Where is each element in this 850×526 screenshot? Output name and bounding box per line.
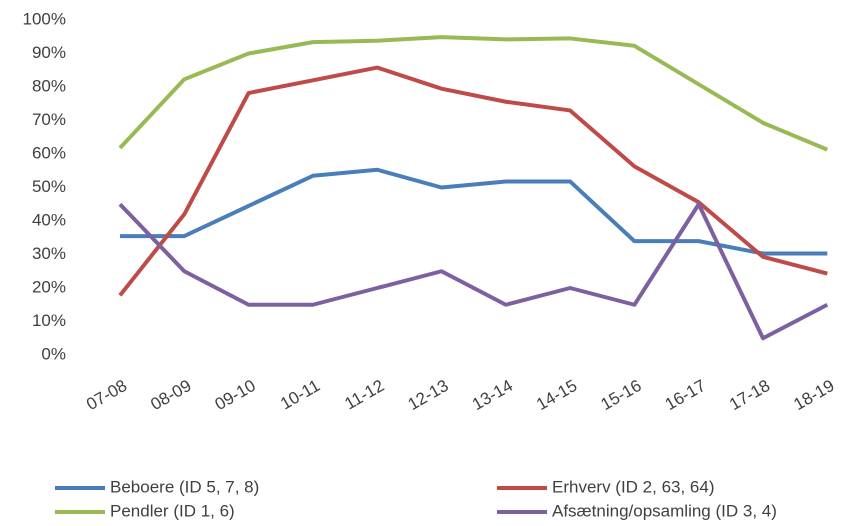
x-tick-label: 13-14 xyxy=(469,376,516,414)
y-tick-label: 80% xyxy=(32,76,66,95)
x-tick-label: 07-08 xyxy=(83,376,130,414)
y-tick-label: 30% xyxy=(32,244,66,263)
series-line xyxy=(118,35,829,152)
legend-label: Afsætning/opsamling (ID 3, 4) xyxy=(552,501,777,520)
x-tick-label: 17-18 xyxy=(726,376,773,414)
legend-label: Pendler (ID 1, 6) xyxy=(110,501,235,520)
y-tick-label: 20% xyxy=(32,277,66,296)
y-tick-label: 50% xyxy=(32,177,66,196)
x-tick-label: 09-10 xyxy=(212,376,259,414)
y-tick-label: 100% xyxy=(23,9,66,28)
x-tick-label: 11-12 xyxy=(341,376,387,414)
y-tick-label: 70% xyxy=(32,110,66,129)
legend-label: Beboere (ID 5, 7, 8) xyxy=(110,477,259,496)
x-tick-label: 15-16 xyxy=(597,376,644,414)
x-tick-label: 16-17 xyxy=(662,376,709,414)
x-tick-label: 12-13 xyxy=(405,376,452,414)
y-tick-label: 40% xyxy=(32,210,66,229)
x-tick-label: 10-11 xyxy=(277,376,323,414)
series-line xyxy=(118,65,828,297)
x-tick-label: 14-15 xyxy=(533,376,580,414)
x-tick-label: 18-19 xyxy=(790,376,837,414)
y-tick-label: 60% xyxy=(32,143,66,162)
legend-label: Erhverv (ID 2, 63, 64) xyxy=(552,477,715,496)
y-tick-label: 10% xyxy=(32,311,66,330)
series-line xyxy=(120,167,828,256)
y-tick-label: 90% xyxy=(32,43,66,62)
series-line xyxy=(118,202,829,341)
x-tick-label: 08-09 xyxy=(147,376,194,414)
y-tick-label: 0% xyxy=(41,344,66,363)
